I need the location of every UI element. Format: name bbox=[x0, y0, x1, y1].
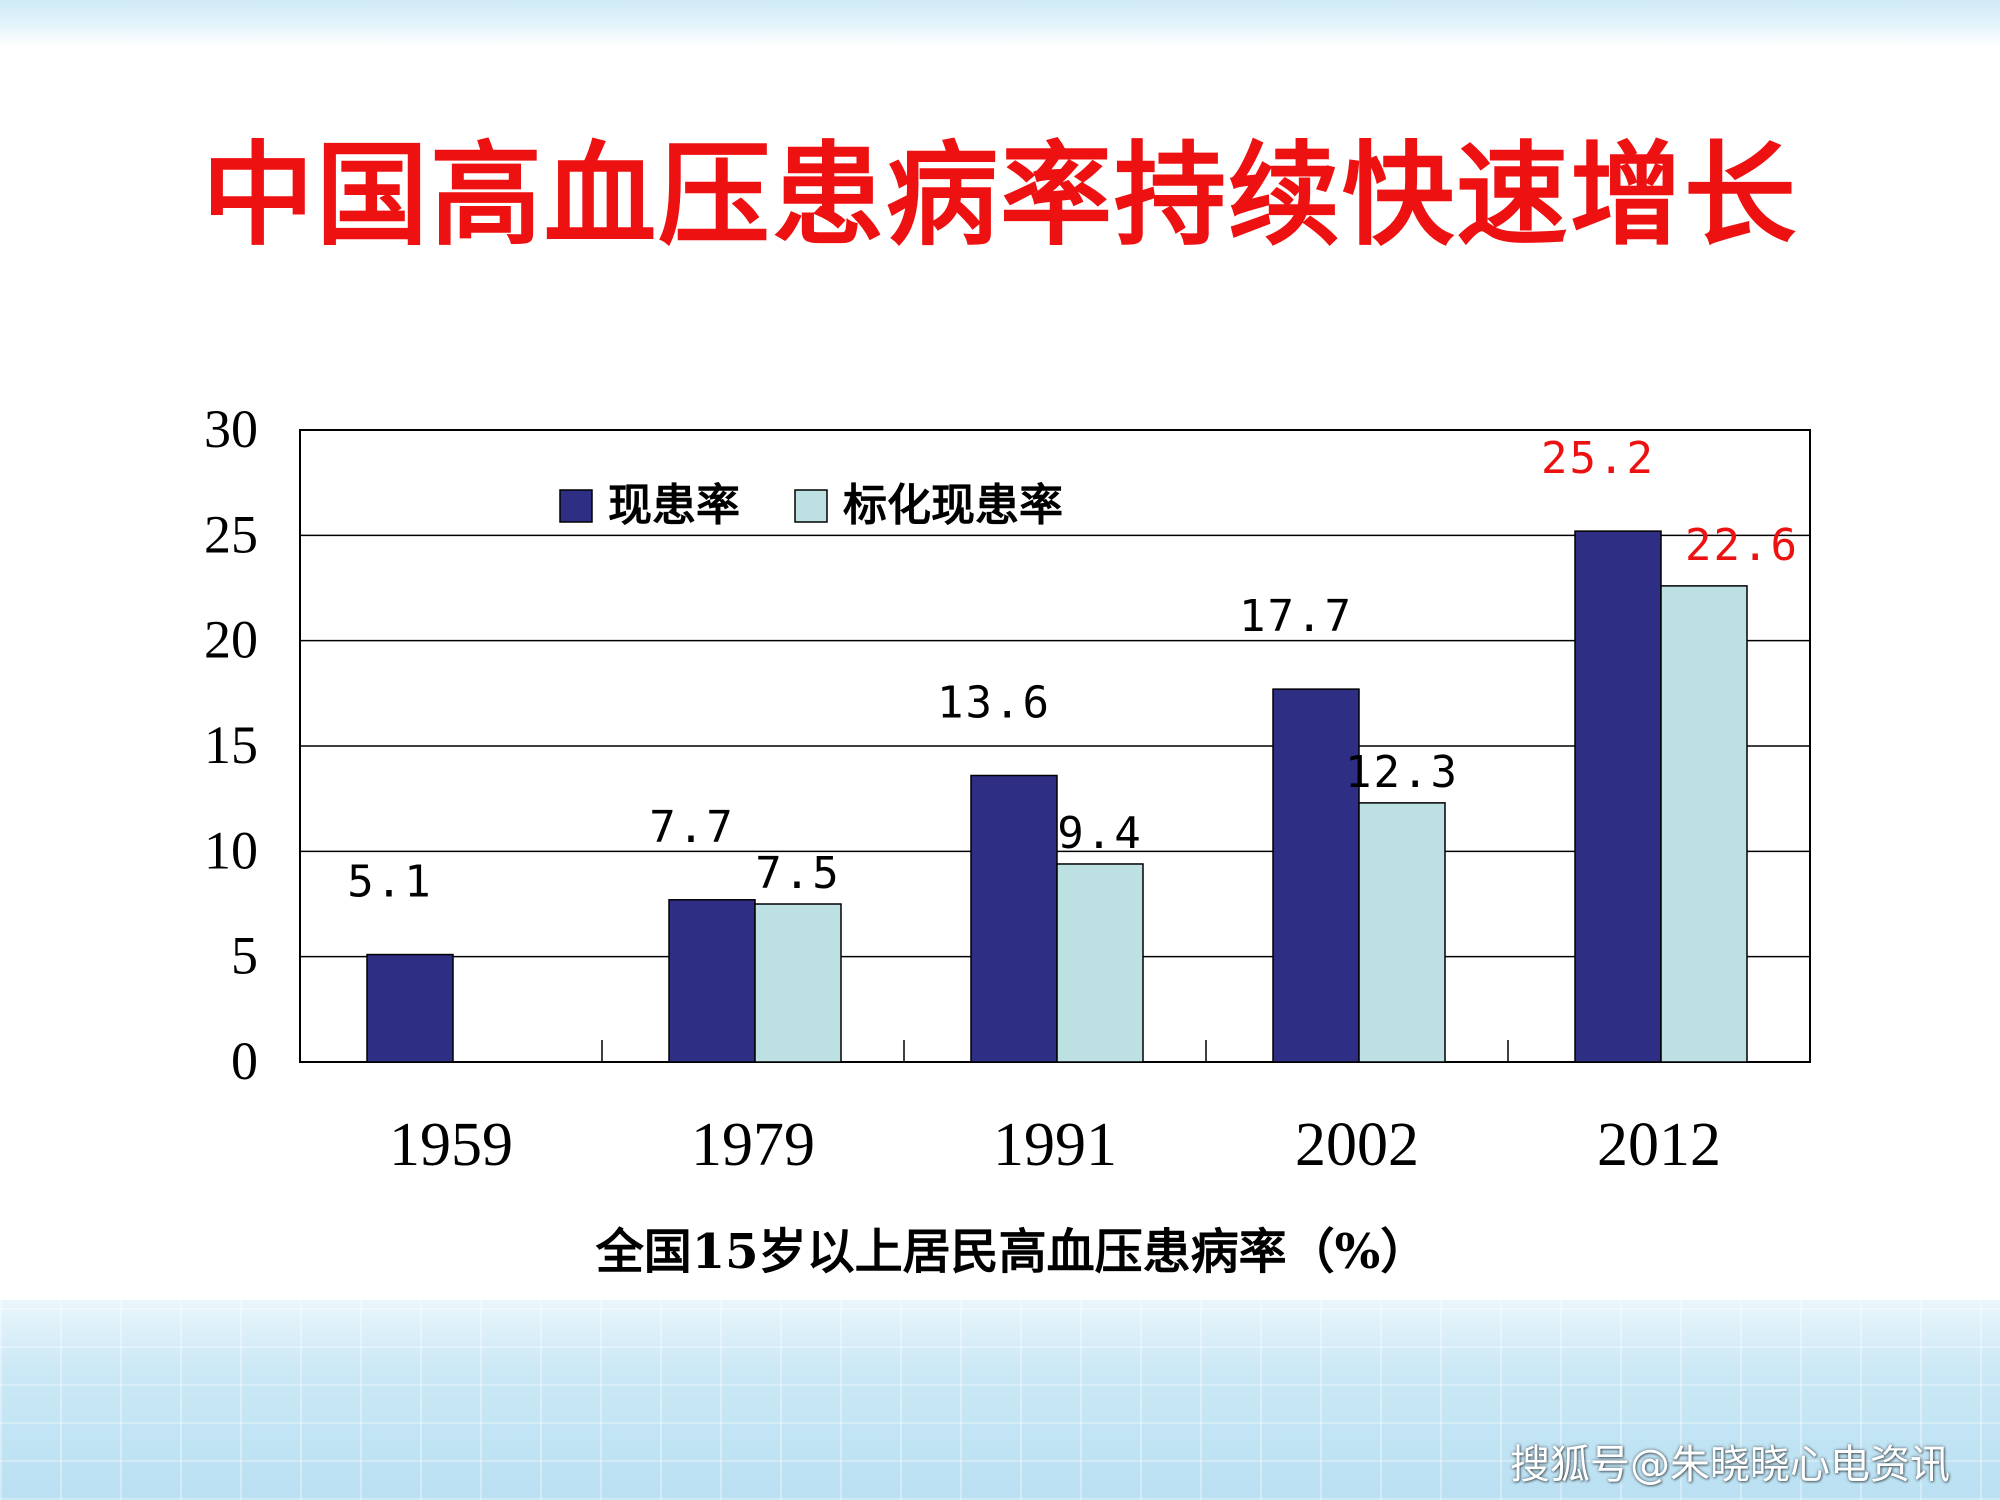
x-tick-label: 2012 bbox=[1597, 1111, 1721, 1179]
bar-series1 bbox=[668, 899, 756, 1063]
bar-series2 bbox=[1358, 802, 1446, 1063]
y-tick-label: 20 bbox=[204, 610, 258, 670]
data-label-series2: 12.3 bbox=[1345, 747, 1459, 798]
bar-series2 bbox=[1056, 863, 1144, 1063]
bottom-decor-band bbox=[0, 1300, 2000, 1500]
legend-swatch-series1 bbox=[559, 489, 593, 523]
data-label-series2: 7.5 bbox=[755, 848, 840, 899]
data-label-series1: 13.6 bbox=[937, 677, 1051, 728]
top-decor-band bbox=[0, 0, 2000, 46]
slide-title: 中国高血压患病率持续快速增长 bbox=[202, 131, 1798, 261]
x-tick-label: 1991 bbox=[993, 1111, 1117, 1179]
legend-swatch-series2 bbox=[794, 489, 828, 523]
data-label-series1: 7.7 bbox=[649, 802, 734, 853]
y-tick-label: 15 bbox=[204, 715, 258, 775]
y-tick-label: 5 bbox=[231, 926, 258, 986]
bar-series1 bbox=[1272, 688, 1360, 1063]
x-tick-label: 2002 bbox=[1295, 1111, 1419, 1179]
y-tick-label: 10 bbox=[204, 820, 258, 880]
bar-series2 bbox=[1660, 585, 1748, 1063]
data-label-series1: 25.2 bbox=[1541, 433, 1655, 484]
bar-series1 bbox=[970, 774, 1058, 1063]
bar-series2 bbox=[754, 903, 842, 1063]
x-tick-label: 1979 bbox=[691, 1111, 815, 1179]
data-label-series2: 9.4 bbox=[1057, 808, 1142, 859]
bar-series1 bbox=[366, 953, 454, 1063]
x-axis-label: 全国15岁以上居民高血压患病率（%） bbox=[595, 1224, 1428, 1280]
x-tick-label: 1959 bbox=[389, 1111, 513, 1179]
data-label-series1: 5.1 bbox=[347, 857, 432, 908]
y-tick-label: 30 bbox=[204, 399, 258, 459]
y-tick-label: 25 bbox=[204, 504, 258, 564]
legend-label-series1: 现患率 bbox=[608, 480, 740, 531]
bar-series1 bbox=[1574, 530, 1662, 1063]
data-label-series2: 22.6 bbox=[1685, 520, 1799, 571]
legend-label-series2: 标化现患率 bbox=[843, 480, 1063, 531]
y-tick-label: 0 bbox=[231, 1031, 258, 1091]
data-label-series1: 17.7 bbox=[1239, 591, 1353, 642]
watermark: 搜狐号@朱晓晓心电资讯 bbox=[1510, 1442, 1950, 1488]
